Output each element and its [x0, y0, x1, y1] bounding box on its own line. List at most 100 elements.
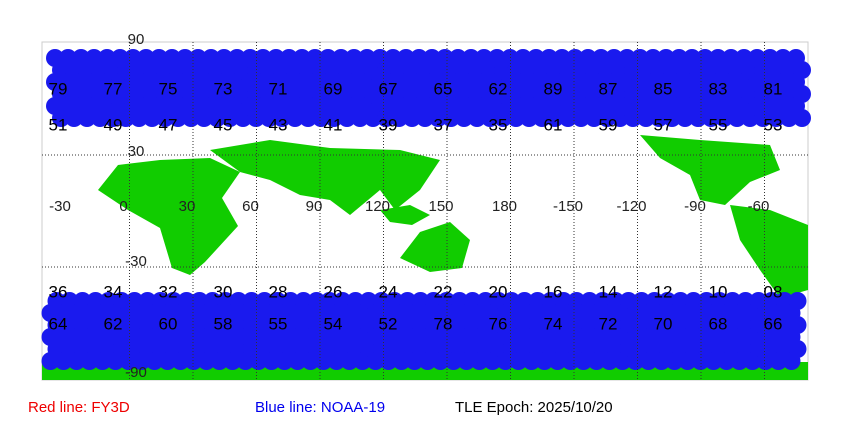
track-footprint: [494, 109, 512, 127]
track-footprint: [208, 109, 226, 127]
track-label: 74: [544, 314, 563, 333]
track-footprint: [299, 109, 317, 127]
track-footprint: [366, 352, 385, 370]
track-footprint: [93, 352, 112, 370]
track-footprint: [52, 109, 70, 127]
track-footprint: [780, 109, 798, 127]
track-footprint: [78, 109, 96, 127]
track-label: 34: [104, 282, 123, 301]
track-footprint: [288, 352, 307, 370]
track-footprint: [312, 109, 330, 127]
track-footprint: [132, 352, 151, 370]
track-footprint: [182, 109, 200, 127]
track-footprint: [262, 352, 281, 370]
track-footprint: [457, 352, 476, 370]
track-footprint: [392, 352, 411, 370]
track-footprint: [442, 109, 460, 127]
track-footprint: [286, 109, 304, 127]
track-footprint: [156, 109, 174, 127]
track-footprint: [470, 352, 489, 370]
track-label: 45: [214, 115, 233, 134]
track-label: 28: [269, 282, 288, 301]
track-label: 22: [434, 282, 453, 301]
track-footprint: [221, 109, 239, 127]
track-footprint: [327, 352, 346, 370]
track-footprint: [507, 109, 525, 127]
track-label: 78: [434, 314, 453, 333]
track-label: 79: [49, 79, 68, 98]
track-footprint: [730, 352, 749, 370]
track-label: 69: [324, 79, 343, 98]
satellite-tracks: [41, 49, 811, 370]
track-footprint: [574, 352, 593, 370]
track-footprint: [80, 352, 99, 370]
track-footprint: [195, 109, 213, 127]
track-footprint: [351, 109, 369, 127]
longitude-label: -120: [616, 198, 646, 215]
track-label: 89: [544, 79, 563, 98]
track-label: 72: [599, 314, 618, 333]
track-footprint: [535, 352, 554, 370]
track-footprint: [405, 352, 424, 370]
track-footprint: [91, 109, 109, 127]
track-label: 64: [49, 314, 68, 333]
longitude-label: 60: [242, 198, 259, 215]
track-label: 14: [599, 282, 618, 301]
latitude-label: 90: [128, 31, 145, 48]
track-footprint: [431, 352, 450, 370]
latitude-label: 30: [128, 143, 145, 160]
track-label: 39: [379, 115, 398, 134]
track-label: 47: [159, 115, 178, 134]
track-footprint: [546, 109, 564, 127]
longitude-label: 120: [365, 198, 390, 215]
track-label: 53: [764, 115, 783, 134]
track-footprint: [587, 352, 606, 370]
track-label: 62: [489, 79, 508, 98]
track-footprint: [611, 109, 629, 127]
track-footprint: [390, 109, 408, 127]
track-label: 83: [709, 79, 728, 98]
track-footprint: [728, 109, 746, 127]
track-footprint: [41, 352, 60, 370]
track-footprint: [379, 352, 398, 370]
track-footprint: [676, 109, 694, 127]
track-label: 55: [269, 314, 288, 333]
track-label: 58: [214, 314, 233, 333]
asia: [210, 140, 440, 215]
track-footprint: [364, 109, 382, 127]
track-footprint: [702, 109, 720, 127]
track-footprint: [782, 352, 801, 370]
longitude-label: 30: [179, 198, 196, 215]
track-label: 81: [764, 79, 783, 98]
track-footprint: [665, 352, 684, 370]
track-footprint: [260, 109, 278, 127]
track-label: 20: [489, 282, 508, 301]
track-footprint: [340, 352, 359, 370]
track-footprint: [754, 109, 772, 127]
track-label: 32: [159, 282, 178, 301]
track-footprint: [561, 352, 580, 370]
track-label: 08: [764, 282, 783, 301]
legend-epoch: TLE Epoch: 2025/10/20: [455, 399, 613, 416]
track-footprint: [613, 352, 632, 370]
track-label: 68: [709, 314, 728, 333]
graticule: [42, 42, 808, 380]
track-footprint: [275, 352, 294, 370]
track-footprint: [210, 352, 229, 370]
track-label: 77: [104, 79, 123, 98]
track-label: 12: [654, 282, 673, 301]
longitude-label: 90: [306, 198, 323, 215]
track-label: 30: [214, 282, 233, 301]
track-label: 16: [544, 282, 563, 301]
track-footprint: [353, 352, 372, 370]
track-footprint: [559, 109, 577, 127]
track-label: 57: [654, 115, 673, 134]
track-label: 75: [159, 79, 178, 98]
track-footprint: [639, 352, 658, 370]
track-footprint: [119, 352, 138, 370]
track-footprint: [769, 352, 788, 370]
track-footprint: [741, 109, 759, 127]
track-footprint: [54, 352, 73, 370]
track-label: 60: [159, 314, 178, 333]
